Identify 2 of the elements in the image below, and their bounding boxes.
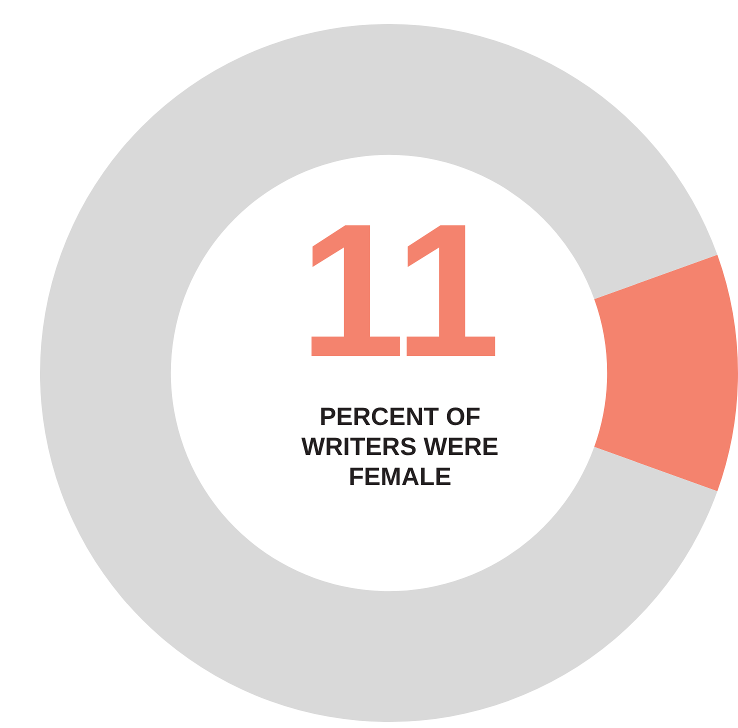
text: 11	[298, 185, 502, 397]
text: PERCENT OF WRITERS WERE FEMALE	[300, 402, 500, 492]
